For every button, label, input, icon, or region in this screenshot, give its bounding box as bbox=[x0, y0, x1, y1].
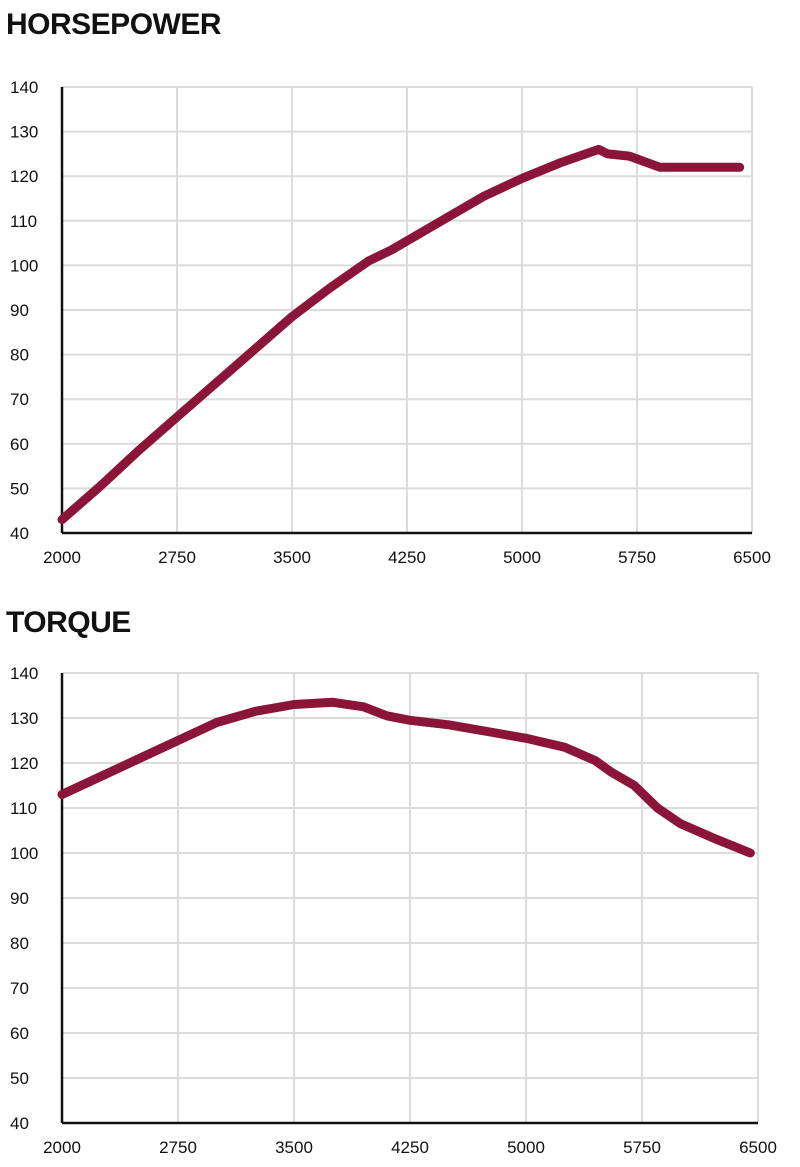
x-tick-label: 2000 bbox=[43, 1138, 81, 1157]
y-tick-label: 70 bbox=[10, 979, 29, 998]
y-tick-label: 120 bbox=[10, 754, 38, 773]
series-line bbox=[57, 144, 745, 525]
x-tick-label: 3500 bbox=[275, 1138, 313, 1157]
x-tick-label: 5000 bbox=[503, 548, 541, 567]
x-tick-label: 3500 bbox=[273, 548, 311, 567]
x-tick-label: 2750 bbox=[159, 1138, 197, 1157]
y-tick-label: 50 bbox=[10, 479, 29, 498]
x-tick-label: 5000 bbox=[507, 1138, 545, 1157]
y-tick-label: 90 bbox=[10, 889, 29, 908]
y-tick-label: 140 bbox=[10, 78, 38, 97]
y-tick-label: 130 bbox=[10, 123, 38, 142]
x-tick-label: 5750 bbox=[623, 1138, 661, 1157]
y-tick-label: 50 bbox=[10, 1069, 29, 1088]
x-tick-label: 4250 bbox=[391, 1138, 429, 1157]
y-tick-label: 40 bbox=[10, 1114, 29, 1133]
horsepower-chart: HORSEPOWER 40 50 60 70 80 90 100 110 120 130 140 20… bbox=[6, 8, 771, 567]
torque-chart: TORQUE 40 50 60 70 80 90 100 110 120 130 140 2000 27… bbox=[6, 606, 777, 1157]
y-tick-label: 100 bbox=[10, 256, 38, 275]
y-tick-label: 60 bbox=[10, 435, 29, 454]
y-tick-label: 60 bbox=[10, 1024, 29, 1043]
torque-title: TORQUE bbox=[6, 606, 131, 639]
y-tick-label: 100 bbox=[10, 844, 38, 863]
y-tick-label: 110 bbox=[10, 212, 37, 231]
y-tick-label: 120 bbox=[10, 167, 38, 186]
y-tick-label: 130 bbox=[10, 709, 38, 728]
y-tick-label: 70 bbox=[10, 390, 29, 409]
x-tick-label: 4250 bbox=[388, 548, 426, 567]
x-tick-label: 6500 bbox=[739, 1138, 777, 1157]
x-tick-label: 2000 bbox=[43, 548, 81, 567]
horsepower-title: HORSEPOWER bbox=[6, 8, 222, 41]
y-tick-label: 80 bbox=[10, 346, 29, 365]
y-tick-label: 80 bbox=[10, 934, 29, 953]
y-tick-label: 140 bbox=[10, 664, 38, 683]
y-tick-label: 40 bbox=[10, 524, 29, 543]
y-tick-label: 90 bbox=[10, 301, 29, 320]
series-line bbox=[57, 697, 755, 858]
x-tick-label: 6500 bbox=[733, 548, 771, 567]
y-tick-label: 110 bbox=[10, 799, 37, 818]
x-tick-label: 5750 bbox=[618, 548, 656, 567]
x-tick-label: 2750 bbox=[158, 548, 196, 567]
